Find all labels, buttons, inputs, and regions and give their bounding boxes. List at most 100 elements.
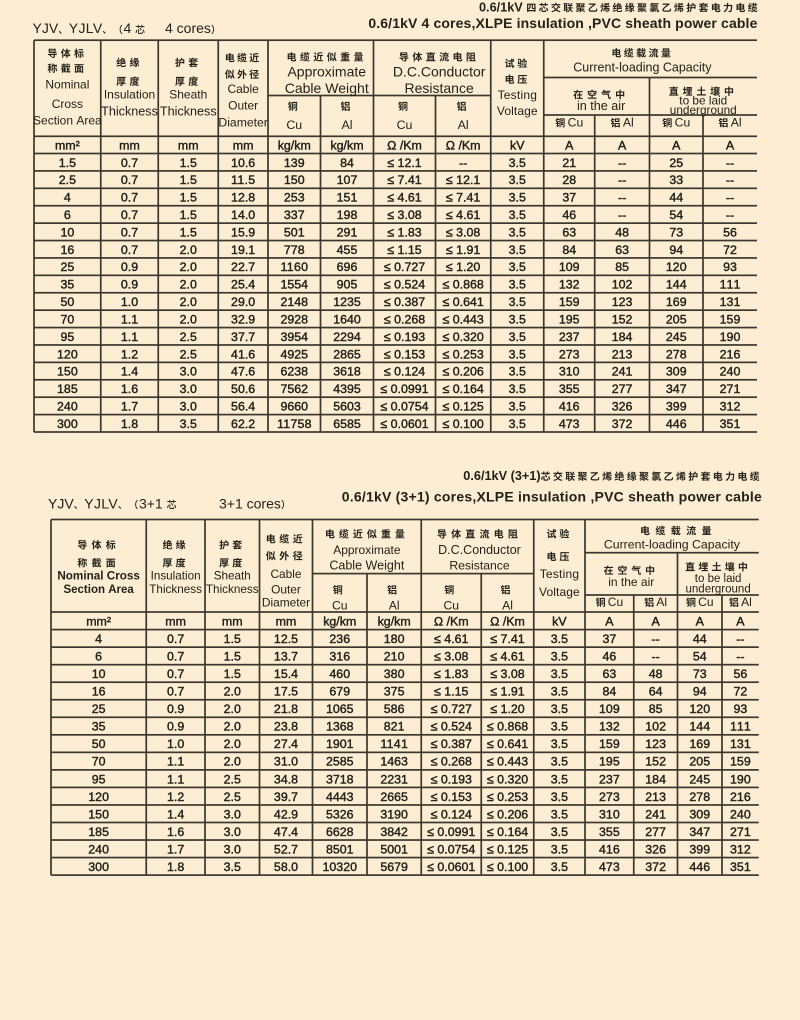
svg-text:95: 95 (60, 330, 74, 344)
svg-text:35: 35 (92, 720, 106, 734)
svg-text:Al: Al (458, 118, 469, 132)
svg-text:120: 120 (57, 347, 78, 361)
svg-text:cores,XLPE: cores,XLPE (433, 15, 512, 31)
svg-text:85: 85 (615, 260, 629, 274)
svg-text:7562: 7562 (280, 382, 308, 396)
svg-text:Al: Al (502, 598, 513, 612)
svg-text:Ω: Ω (434, 614, 443, 628)
svg-text:4: 4 (422, 15, 430, 31)
svg-text:0.7: 0.7 (121, 208, 138, 222)
svg-text:9660: 9660 (280, 399, 308, 413)
svg-text:0.164: 0.164 (453, 382, 484, 396)
svg-text:10: 10 (60, 225, 74, 239)
svg-text:0.268: 0.268 (441, 755, 472, 769)
svg-text:3.08: 3.08 (398, 208, 422, 222)
svg-text:≤: ≤ (490, 702, 497, 716)
svg-text:159: 159 (730, 755, 751, 769)
svg-text:Cable: Cable (270, 567, 301, 581)
svg-text:2.0: 2.0 (224, 737, 241, 751)
svg-text:cable: cable (721, 15, 758, 31)
svg-text:501: 501 (284, 225, 305, 239)
svg-text:≤: ≤ (446, 260, 453, 274)
svg-text:3.5: 3.5 (551, 685, 568, 699)
svg-text:240: 240 (730, 807, 751, 821)
svg-text:16: 16 (92, 685, 106, 699)
svg-text:≤: ≤ (487, 860, 494, 874)
svg-text:93: 93 (723, 260, 737, 274)
svg-text:120: 120 (689, 702, 710, 716)
svg-text:A: A (618, 139, 627, 153)
svg-text:56.4: 56.4 (231, 399, 255, 413)
svg-text:≤: ≤ (431, 807, 438, 821)
svg-text:236: 236 (329, 632, 350, 646)
svg-text:≤: ≤ (442, 330, 449, 344)
svg-text:Thickness: Thickness (149, 583, 202, 596)
svg-text:139: 139 (284, 156, 305, 170)
svg-text:A: A (565, 139, 574, 153)
svg-text:Cu: Cu (568, 116, 584, 130)
svg-text:4: 4 (95, 632, 102, 646)
svg-text:473: 473 (599, 860, 620, 874)
svg-text:132: 132 (599, 720, 620, 734)
svg-text:10.6: 10.6 (231, 156, 255, 170)
svg-text:3.5: 3.5 (551, 790, 568, 804)
svg-text:310: 310 (599, 807, 620, 821)
svg-text:kV: kV (552, 614, 567, 628)
svg-text:1.6: 1.6 (121, 382, 138, 396)
svg-text:≤: ≤ (384, 295, 391, 309)
svg-text:0.727: 0.727 (394, 260, 425, 274)
svg-text:1.15: 1.15 (398, 243, 422, 257)
svg-text:309: 309 (689, 807, 710, 821)
svg-text:0.9: 0.9 (167, 702, 184, 716)
svg-text:29.0: 29.0 (231, 295, 255, 309)
svg-text:3.5: 3.5 (551, 807, 568, 821)
svg-text:905: 905 (337, 278, 358, 292)
svg-text:0.7: 0.7 (121, 156, 138, 170)
svg-text:--: -- (726, 191, 734, 205)
svg-text:3.5: 3.5 (551, 842, 568, 856)
svg-text:--: -- (726, 156, 734, 170)
svg-text:3.5: 3.5 (509, 365, 526, 379)
svg-text:241: 241 (612, 365, 633, 379)
svg-text:Al: Al (623, 116, 634, 130)
svg-text:54: 54 (693, 650, 707, 664)
svg-text:778: 778 (284, 243, 305, 257)
svg-text:2.0: 2.0 (180, 295, 197, 309)
svg-text:0.268: 0.268 (394, 312, 425, 326)
svg-text:3.0: 3.0 (180, 382, 197, 396)
svg-text:the: the (590, 99, 608, 113)
svg-text:28: 28 (562, 173, 576, 187)
svg-text:YJLV: YJLV (69, 20, 103, 36)
svg-text:1.20: 1.20 (456, 260, 480, 274)
svg-text:21.8: 21.8 (274, 702, 298, 716)
svg-text:Cable: Cable (329, 559, 362, 573)
svg-text:3.5: 3.5 (224, 860, 241, 874)
svg-text:sheath: sheath (625, 15, 671, 31)
svg-text:56: 56 (723, 225, 737, 239)
svg-text:Insulation: Insulation (151, 570, 201, 583)
svg-text:47.4: 47.4 (274, 825, 298, 839)
svg-text:Weight: Weight (365, 559, 404, 573)
svg-text:32.9: 32.9 (231, 312, 255, 326)
svg-text:0.6/1kV: 0.6/1kV (342, 489, 392, 505)
svg-text:≤: ≤ (384, 347, 391, 361)
svg-text:the: the (621, 575, 638, 589)
svg-text:23.8: 23.8 (274, 720, 298, 734)
svg-text:mm: mm (276, 614, 297, 628)
svg-text:190: 190 (720, 330, 741, 344)
svg-text:≤: ≤ (434, 685, 441, 699)
svg-text:--: -- (726, 208, 734, 222)
svg-text:≤: ≤ (434, 667, 441, 681)
svg-text:1.7: 1.7 (167, 842, 184, 856)
svg-text:94: 94 (693, 685, 707, 699)
svg-text:3.0: 3.0 (224, 807, 241, 821)
svg-text:111: 111 (730, 720, 751, 734)
svg-text:198: 198 (337, 208, 358, 222)
svg-text:Diameter: Diameter (218, 116, 267, 130)
svg-text:1.5: 1.5 (59, 156, 76, 170)
svg-text:0.320: 0.320 (453, 330, 484, 344)
svg-text:326: 326 (645, 842, 666, 856)
svg-text:3.5: 3.5 (551, 720, 568, 734)
svg-text:Thickness: Thickness (160, 105, 217, 119)
svg-text:0.9: 0.9 (167, 720, 184, 734)
